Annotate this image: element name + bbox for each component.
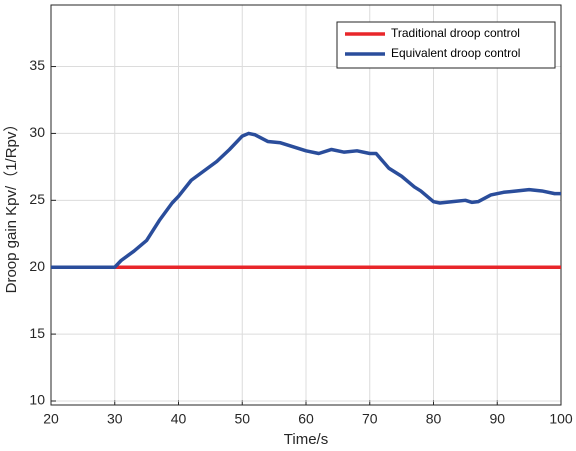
line-series [51, 131, 561, 269]
y-tick-label: 10 [29, 392, 45, 408]
x-tick-label: 90 [489, 411, 505, 427]
x-tick-label: 50 [234, 411, 250, 427]
legend-label: Equivalent droop control [391, 46, 520, 60]
legend-box [336, 21, 556, 69]
y-axis-label: Droop gain Kpv/（1/Rpv） [3, 117, 20, 294]
legend-label: Traditional droop control [391, 26, 520, 40]
y-tick-label: 15 [29, 325, 45, 341]
x-tick-label: 70 [362, 411, 378, 427]
x-tick-label: 20 [43, 411, 59, 427]
y-tick-label: 30 [29, 124, 45, 140]
x-tick-label: 80 [426, 411, 442, 427]
y-tick-label: 20 [29, 258, 45, 274]
x-tick-label: 100 [549, 411, 573, 427]
x-tick-label: 30 [107, 411, 123, 427]
y-tick-label: 25 [29, 191, 45, 207]
x-axis-label: Time/s [284, 431, 328, 448]
plot-frame [50, 4, 562, 406]
x-tick-label: 60 [298, 411, 314, 427]
x-tick-label: 40 [171, 411, 187, 427]
y-tick-label: 35 [29, 57, 45, 73]
